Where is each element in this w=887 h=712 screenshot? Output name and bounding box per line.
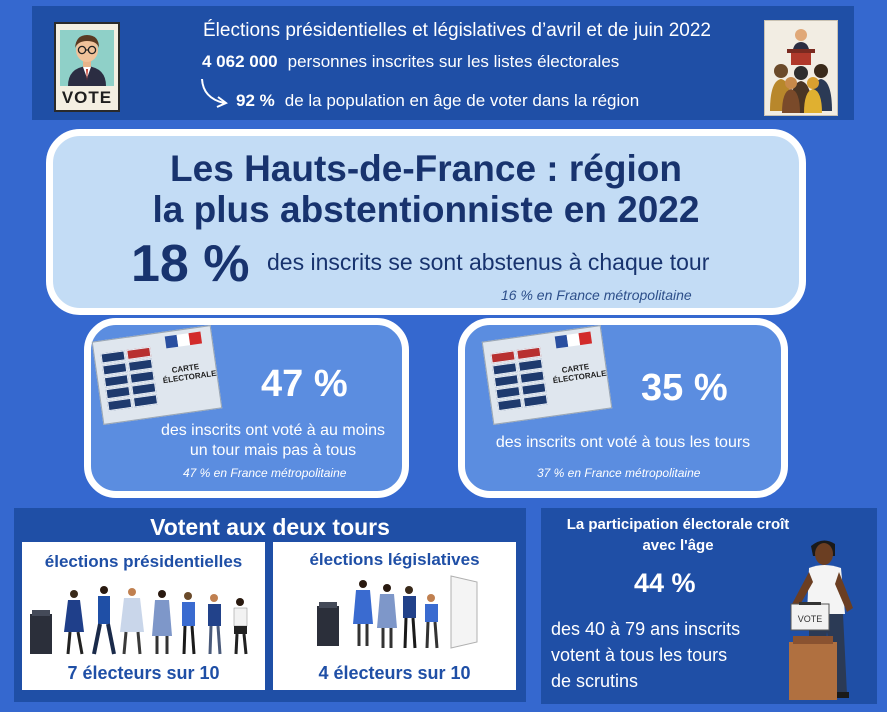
abstention-percent: 18 % (131, 235, 250, 293)
age-percent: 44 % (634, 568, 696, 598)
header-banner: VOTE Élections présidentielles et législ… (32, 6, 854, 120)
abstention-note: 16 % en France métropolitaine (501, 287, 692, 303)
ballot-box-label: VOTE (798, 614, 823, 624)
speaker-audience-icon (770, 29, 832, 113)
vote-card-label: VOTE (61, 88, 113, 107)
main-title-line2: la plus abstentionniste en 2022 (152, 189, 700, 230)
legislative-panel: élections législatives 4 électeurs sur 1… (273, 542, 516, 690)
partial-voters-text-line1: des inscrits ont voté à au moins (160, 422, 386, 439)
partial-voters-text-line2: un tour mais pas à tous (189, 442, 357, 459)
population-text: de la population en âge de voter dans la… (284, 91, 640, 110)
age-text-line3: de scrutins (551, 671, 639, 691)
registered-text: personnes inscrites sur les listes élect… (287, 52, 620, 71)
voters-queue-illustration (30, 586, 248, 655)
all-rounds-percent: 35 % (641, 367, 728, 409)
age-text-line1: des 40 à 79 ans inscrits (551, 619, 741, 639)
partial-voters-percent: 47 % (261, 363, 348, 405)
main-title: Les Hauts-de-France : région la plus abs… (53, 148, 799, 230)
presidential-title: élections présidentielles (44, 552, 243, 571)
voters-queue-illustration (317, 575, 478, 649)
abstention-text: des inscrits se sont abstenus à chaque t… (267, 249, 710, 275)
both-rounds-panel: Votent aux deux tours élections présiden… (14, 508, 526, 702)
vote-card-illustration: VOTE (54, 22, 120, 112)
all-rounds-text: des inscrits ont voté à tous les tours (495, 434, 751, 451)
header-title: Élections présidentielles et législative… (202, 20, 711, 41)
partial-voters-text: des inscrits ont voté à au moins un tour… (143, 421, 403, 461)
age-text: des 40 à 79 ans inscrits votent à tous l… (551, 616, 791, 694)
age-text-line2: votent à tous les tours (551, 645, 728, 665)
voter-ballot-box-icon: VOTE (789, 540, 853, 700)
electoral-card-icon: CARTE ÉLECTORALE (91, 325, 223, 425)
legislative-title: élections législatives (309, 550, 480, 569)
partial-voters-note: 47 % en France métropolitaine (183, 466, 347, 480)
population-row: 92 % de la population en âge de voter dan… (236, 91, 639, 111)
partial-voters-card: CARTE ÉLECTORALE 47 % des inscrits ont v… (84, 318, 409, 498)
presidential-panel: élections présidentielles (22, 542, 265, 690)
electoral-card-label: CARTE ÉLECTORALE (552, 362, 608, 386)
presidential-count: 7 électeurs sur 10 (67, 663, 220, 683)
registered-row: 4 062 000 personnes inscrites sur les lis… (202, 52, 619, 72)
all-rounds-voters-card: CARTE ÉLECTORALE 35 % des inscrits ont v… (458, 318, 788, 498)
curved-arrow-icon (201, 78, 228, 108)
both-rounds-title: Votent aux deux tours (150, 514, 390, 540)
legislative-count: 4 électeurs sur 10 (318, 663, 471, 683)
all-rounds-note: 37 % en France métropolitaine (537, 466, 701, 480)
electoral-card-label: CARTE ÉLECTORALE (162, 362, 218, 386)
voter-icon (60, 30, 114, 86)
age-title-line2: avec l'âge (642, 537, 714, 554)
age-participation-panel: La participation électorale croît avec l… (541, 508, 877, 704)
registered-value: 4 062 000 (202, 52, 278, 71)
electoral-card-icon: CARTE ÉLECTORALE (481, 325, 613, 425)
age-title-line1: La participation électorale croît (566, 516, 790, 533)
main-title-line1: Les Hauts-de-France : région (170, 148, 682, 189)
abstention-box: Les Hauts-de-France : région la plus abs… (46, 129, 806, 315)
podium-illustration (764, 20, 838, 116)
population-value: 92 % (236, 91, 275, 110)
age-title: La participation électorale croît avec l… (553, 514, 803, 556)
